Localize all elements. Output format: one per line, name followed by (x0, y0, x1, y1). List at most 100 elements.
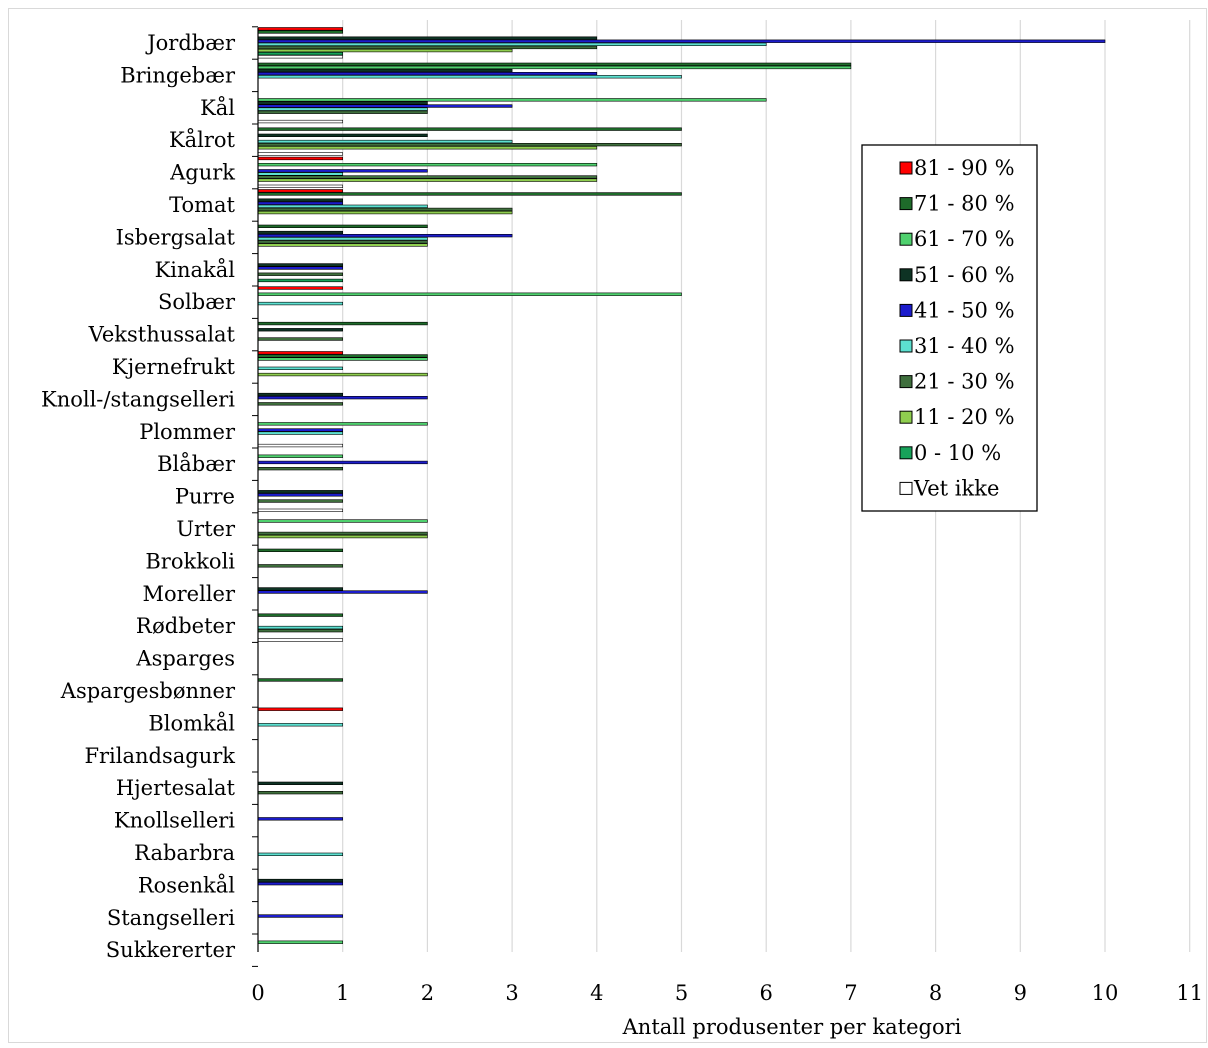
category-label: Tomat (169, 193, 235, 217)
category-label: Urter (176, 517, 236, 541)
bar-6-3 (257, 143, 682, 147)
bar-7-3 (257, 146, 598, 150)
bar-5-6 (257, 237, 428, 241)
bar-6-6 (257, 240, 428, 244)
bar-7-5 (257, 210, 513, 215)
bar-3-6 (257, 230, 343, 235)
bar-4-14 (257, 493, 343, 497)
bar-4-0 (257, 39, 1106, 43)
legend-box (861, 144, 1038, 512)
legend-swatch-2 (899, 232, 913, 246)
category-label: Rødbeter (136, 614, 236, 638)
bar-4-12 (257, 428, 343, 432)
bar-6-16 (257, 564, 343, 568)
bar-5-4 (257, 172, 343, 176)
bar-1-1 (257, 62, 852, 67)
bar-4-7 (257, 266, 343, 270)
bar-6-18 (257, 628, 343, 633)
bar-9-12 (257, 443, 343, 448)
bar-4-24 (257, 817, 343, 821)
bar-4-4 (257, 169, 428, 173)
bar-5-25 (257, 852, 343, 857)
bar-1-16 (257, 548, 343, 553)
bar-2-12 (257, 422, 428, 426)
bar-0-5 (257, 189, 343, 193)
category-label: Kålrot (169, 128, 236, 152)
bar-3-1 (257, 68, 513, 73)
category-label: Jordbær (145, 31, 236, 55)
bar-0-21 (257, 707, 343, 711)
bar-0-10 (257, 351, 343, 355)
legend-swatch-4 (899, 303, 913, 317)
bar-4-5 (257, 201, 343, 205)
bar-3-9 (257, 328, 343, 332)
chart-border (8, 8, 1207, 1043)
x-tick-label-1: 1 (336, 981, 349, 1005)
bar-5-0 (257, 42, 767, 47)
legend-swatch-1 (899, 197, 913, 211)
bar-5-5 (257, 204, 428, 209)
category-label: Knollselleri (114, 809, 235, 833)
bar-9-3 (257, 152, 343, 156)
bar-6-13 (257, 466, 343, 471)
bar-6-9 (257, 337, 343, 341)
legend-label-5: 31 - 40 % (914, 334, 1015, 358)
bar-1-10 (257, 354, 428, 358)
x-axis-title: Antall produsenter per kategori (622, 1015, 962, 1039)
bar-5-1 (257, 75, 682, 79)
bar-2-2 (257, 98, 767, 102)
bar-3-17 (257, 587, 343, 591)
bar-1-6 (257, 224, 428, 229)
bar-5-12 (257, 431, 343, 435)
legend-label-2: 61 - 70 % (914, 227, 1015, 251)
bar-6-7 (257, 272, 343, 276)
legend-swatch-9 (899, 481, 913, 495)
bar-0-0 (257, 27, 343, 31)
legend-swatch-7 (899, 410, 913, 424)
bar-6-11 (257, 402, 343, 406)
bar-8-0 (257, 51, 343, 56)
x-tick-label-4: 4 (590, 981, 603, 1005)
category-label: Sukkererter (106, 938, 236, 962)
bar-3-14 (257, 490, 343, 494)
category-label: Brokkoli (145, 549, 235, 573)
bar-6-2 (257, 110, 428, 114)
x-tick-label-3: 3 (505, 981, 518, 1005)
bar-3-11 (257, 392, 343, 397)
bar-1-9 (257, 321, 428, 326)
bar-5-18 (257, 625, 343, 630)
legend-swatch-3 (899, 268, 913, 282)
bar-1-20 (257, 678, 343, 682)
bar-6-23 (257, 790, 343, 795)
bar-9-4 (257, 184, 343, 189)
category-label: Isbergsalat (116, 225, 236, 249)
category-label: Rosenkål (138, 873, 235, 897)
bar-9-0 (257, 55, 343, 59)
bar-0-4 (257, 156, 343, 161)
bar-3-26 (257, 878, 343, 883)
category-label: Asparges (135, 647, 235, 671)
category-label: Aspargesbønner (60, 679, 236, 703)
legend-label-3: 51 - 60 % (914, 263, 1015, 287)
legend-swatch-5 (899, 339, 913, 353)
category-label: Moreller (142, 582, 235, 606)
bar-2-13 (257, 454, 343, 458)
bar-3-23 (257, 781, 343, 786)
bar-5-2 (257, 107, 428, 111)
bar-6-4 (257, 175, 598, 179)
legend-label-6: 21 - 30 % (914, 370, 1015, 394)
bar-6-14 (257, 499, 343, 503)
legend-swatch-8 (899, 446, 913, 460)
legend-swatch-0 (899, 161, 913, 175)
bar-7-0 (257, 48, 513, 53)
legend-label-0: 81 - 90 % (914, 156, 1015, 180)
category-label: Kinakål (155, 258, 236, 282)
bar-3-3 (257, 133, 428, 138)
category-label: Blomkål (148, 711, 235, 735)
x-tick-label-9: 9 (1014, 981, 1027, 1005)
x-tick-label-10: 10 (1092, 981, 1119, 1005)
bar-7-6 (257, 243, 428, 247)
category-label: Kjernefrukt (112, 355, 236, 379)
